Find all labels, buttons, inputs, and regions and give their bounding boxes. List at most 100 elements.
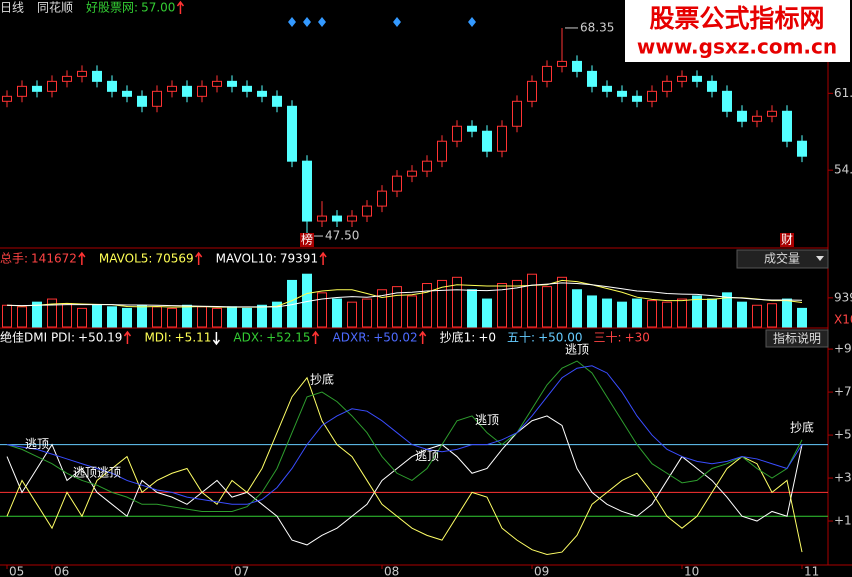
- mavol-line: [6, 279, 803, 308]
- signal-annotation: 逃顶: [475, 413, 499, 427]
- candle-body: [317, 215, 327, 222]
- signal-diamond: [468, 17, 476, 27]
- candle-body: [722, 90, 732, 112]
- candle-body: [782, 110, 792, 142]
- y-tick-label: 61.8: [834, 86, 852, 100]
- x-tick-label: 07: [234, 565, 249, 577]
- volume-button-label[interactable]: 成交量: [764, 251, 800, 266]
- header-label: MAVOL5:: [99, 252, 153, 266]
- volume-bar: [362, 298, 372, 328]
- y-tick-label: +36: [834, 471, 852, 485]
- candle-body: [422, 160, 432, 172]
- candle-body: [302, 160, 312, 222]
- volume-button[interactable]: [736, 249, 829, 269]
- indicator-line: [6, 376, 803, 555]
- indicator-line: [6, 365, 803, 505]
- volume-bar: [122, 307, 132, 328]
- volume-bar: [92, 304, 102, 328]
- header-label: 三十:: [594, 331, 622, 345]
- candle-body: [692, 75, 702, 82]
- volume-bar: [632, 298, 642, 328]
- candle-body: [92, 70, 102, 82]
- volume-bar: [557, 276, 567, 328]
- annotation-label: 68.35: [580, 20, 614, 34]
- volume-bar: [347, 301, 357, 328]
- header-value: +50.02: [373, 331, 417, 345]
- header-label: 同花顺: [37, 0, 73, 15]
- candle-body: [512, 100, 522, 127]
- header-label: 抄底1:: [440, 330, 476, 345]
- header-value: +0: [478, 331, 496, 345]
- candle-body: [77, 70, 87, 77]
- y-tick-label: +72: [834, 385, 852, 399]
- candle-body: [662, 80, 672, 92]
- volume-bar: [692, 295, 702, 328]
- trend-arrow: [311, 330, 320, 344]
- header-value: +50.00: [538, 331, 582, 345]
- candle-body: [647, 90, 657, 102]
- indicator-help-button[interactable]: [765, 329, 829, 348]
- volume-bar: [62, 303, 72, 328]
- header-value: +30: [625, 331, 650, 345]
- trend-arrow: [195, 251, 203, 265]
- indicator-line: [6, 360, 803, 512]
- signal-diamond: [303, 17, 311, 27]
- volume-bar: [32, 301, 42, 328]
- volume-bar: [617, 301, 627, 328]
- header-value: 79391: [280, 252, 318, 266]
- candle-body: [587, 70, 597, 87]
- candle-body: [677, 75, 687, 82]
- annotation-label: 47.50: [325, 229, 359, 243]
- candle-body: [632, 95, 642, 102]
- x-tick-label: 10: [684, 565, 699, 577]
- y-tick-label: 54.1: [834, 163, 852, 177]
- candle-body: [617, 90, 627, 97]
- candle-body: [197, 85, 207, 97]
- candle-body: [2, 95, 12, 102]
- candle-body: [752, 115, 762, 122]
- volume-scale-label: X10: [834, 313, 852, 327]
- header-label: MAVOL10:: [216, 252, 277, 266]
- candle-body: [437, 140, 447, 162]
- candle-body: [377, 190, 387, 207]
- candle-body: [347, 215, 357, 222]
- candle-body: [362, 205, 372, 217]
- volume-bar: [137, 304, 147, 328]
- candle-body: [257, 90, 267, 97]
- trend-arrow: [123, 330, 132, 344]
- candle-body: [557, 60, 567, 67]
- event-label: 财: [781, 233, 793, 247]
- trend-arrow: [78, 251, 86, 265]
- y-tick-label: +54: [834, 428, 852, 442]
- volume-bar: [467, 289, 477, 328]
- signal-annotation: 逃顶: [25, 437, 49, 451]
- volume-bar: [77, 307, 87, 328]
- volume-bar: [257, 304, 267, 328]
- volume-bar: [407, 295, 417, 328]
- volume-bar: [212, 307, 222, 328]
- volume-bar: [662, 301, 672, 328]
- indicator-help-label[interactable]: 指标说明: [773, 331, 821, 346]
- candle-body: [332, 215, 342, 222]
- signal-diamond: [288, 17, 296, 27]
- event-badge: [300, 233, 314, 247]
- candle-body: [497, 125, 507, 152]
- header-label: MDI:: [144, 331, 171, 345]
- trend-arrow: [176, 0, 185, 14]
- volume-bar: [767, 303, 777, 328]
- volume-bar: [152, 306, 162, 328]
- candle-body: [407, 170, 417, 177]
- candle-body: [272, 95, 282, 107]
- candle-body: [47, 80, 57, 92]
- x-tick-label: 06: [54, 565, 69, 577]
- volume-bar: [17, 306, 27, 328]
- header-value: 141672: [31, 252, 77, 266]
- header-value: +52.15: [266, 331, 310, 345]
- header-label: 日线: [0, 1, 24, 15]
- volume-bar: [527, 273, 537, 328]
- volume-bar: [2, 304, 12, 328]
- volume-bar: [167, 307, 177, 328]
- header-label: 绝佳DMI PDI:: [0, 330, 75, 345]
- signal-annotation: 抄底: [310, 372, 334, 387]
- volume-bar: [797, 307, 807, 328]
